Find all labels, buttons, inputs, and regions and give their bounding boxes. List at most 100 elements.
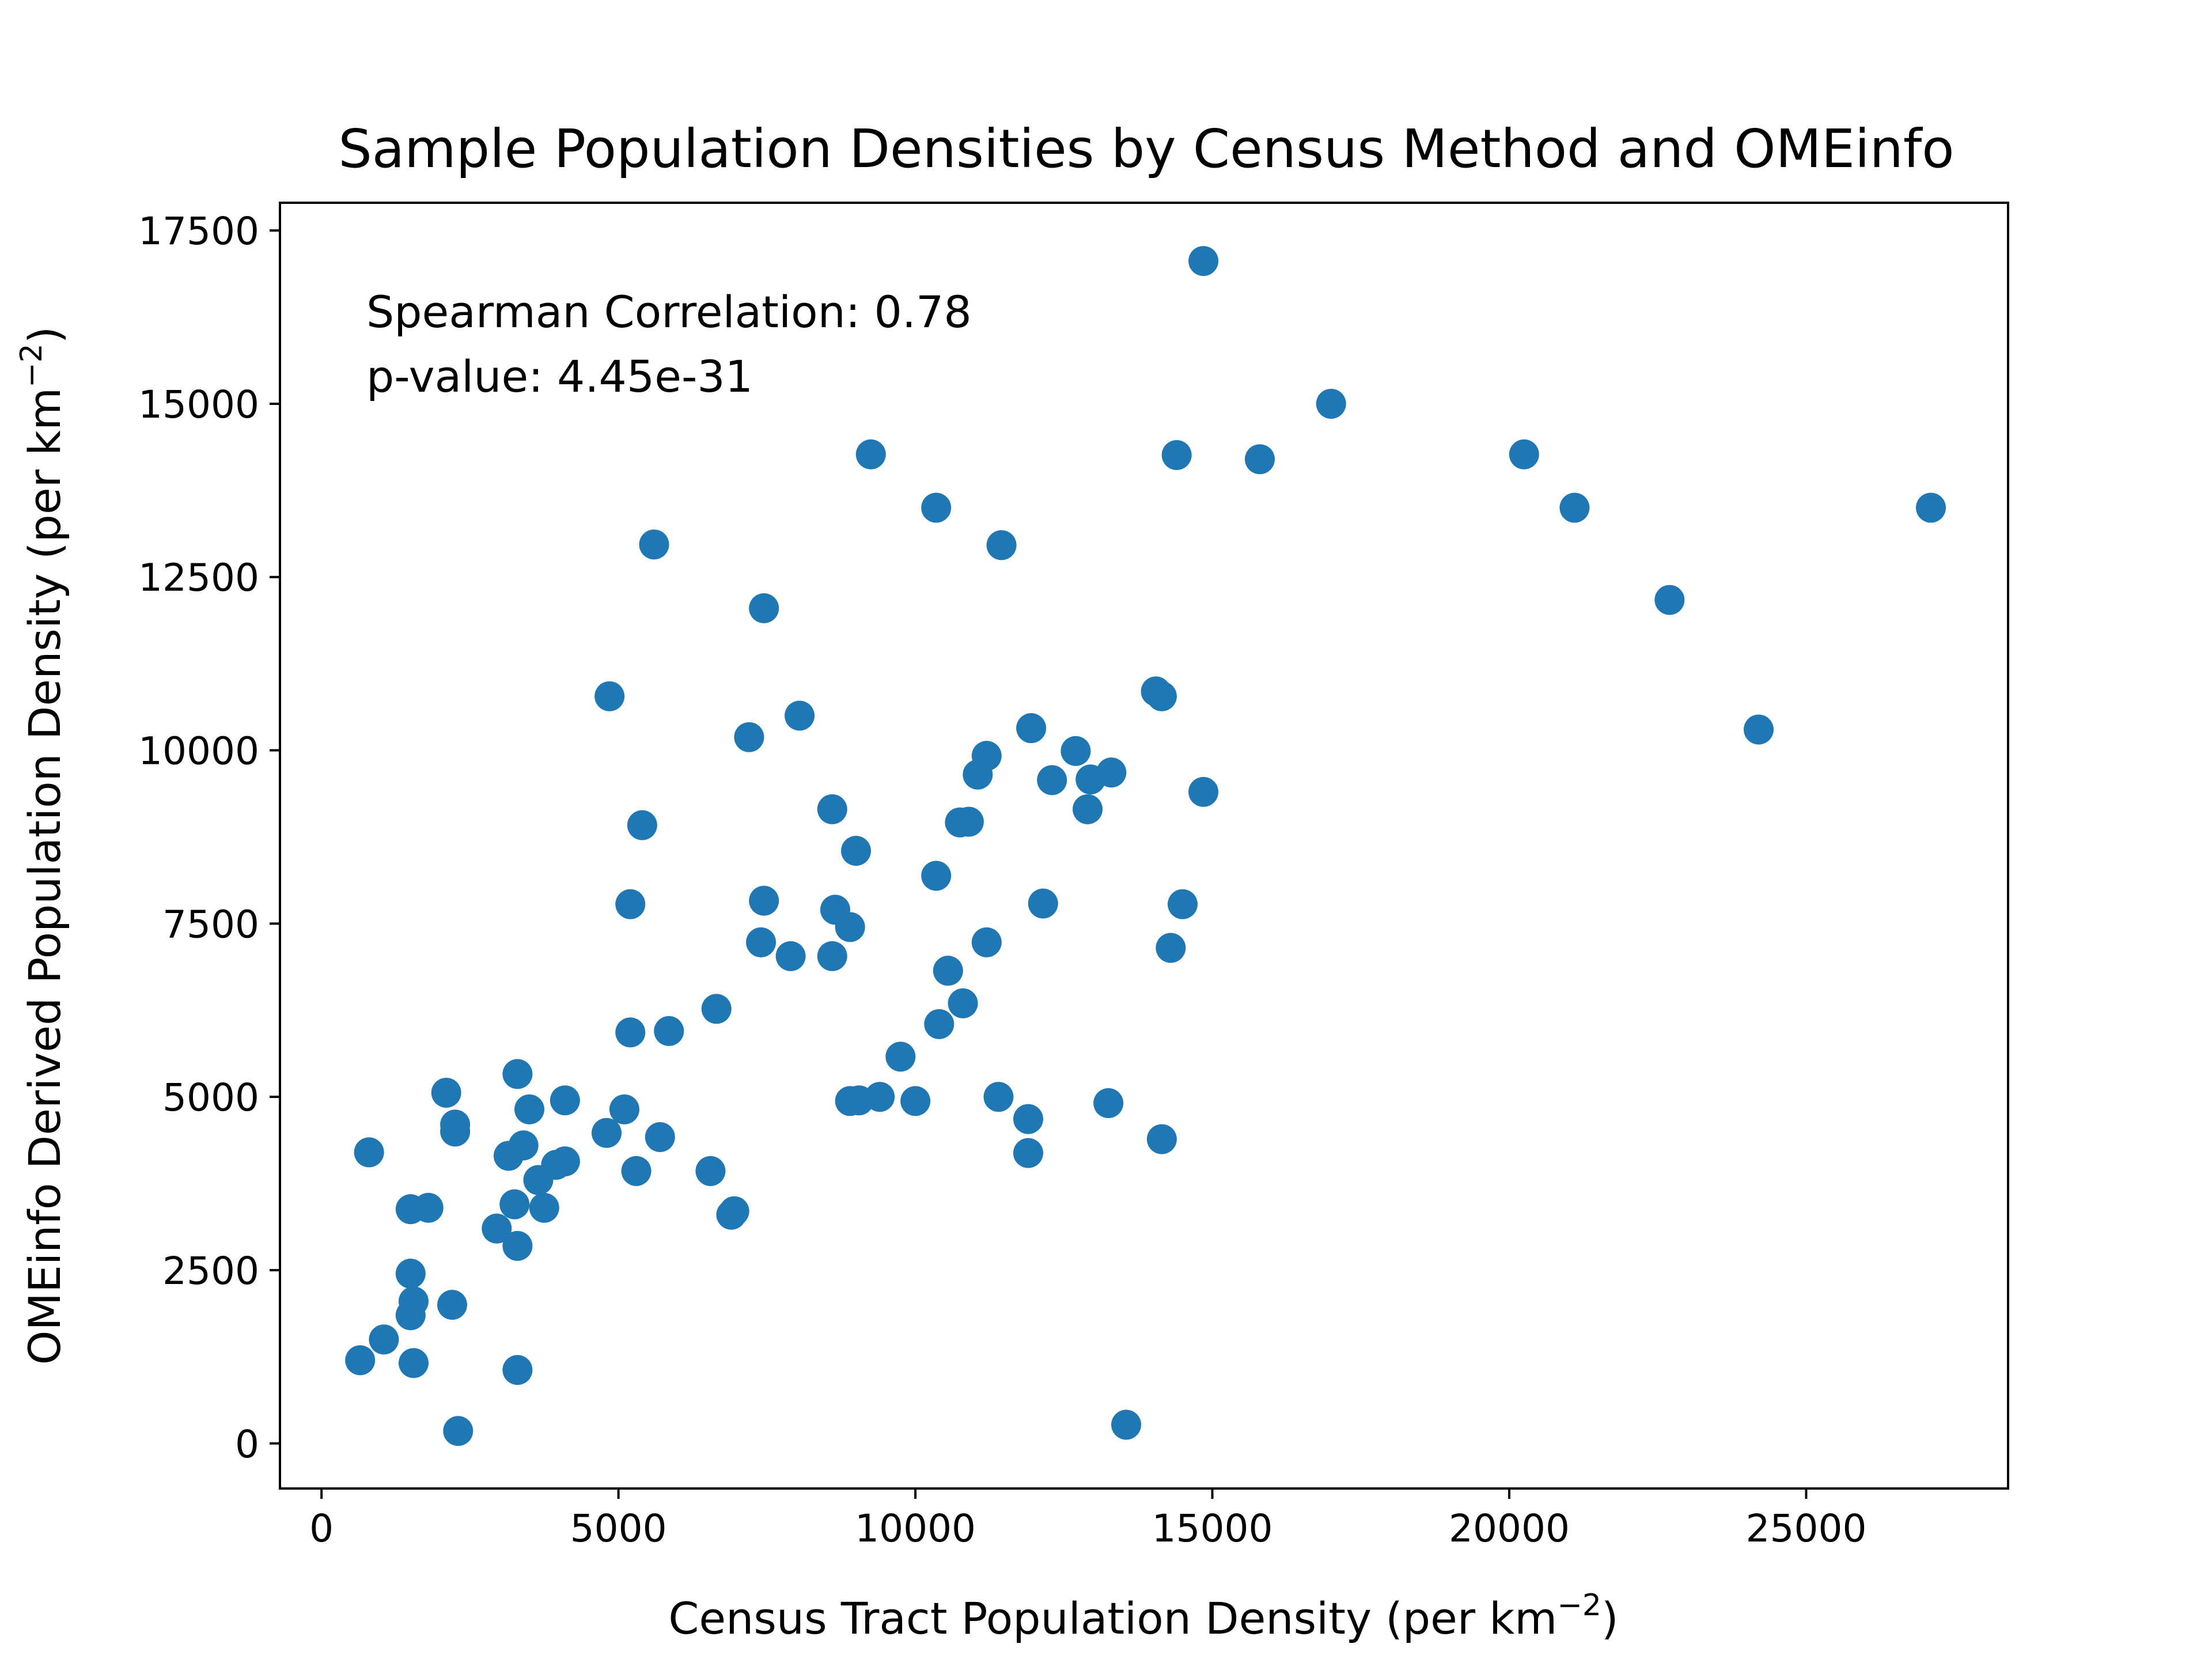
data-point-55 (865, 1082, 895, 1112)
y-tick-label: 17500 (138, 209, 259, 253)
data-point-8 (413, 1192, 444, 1223)
x-axis-label: Census Tract Population Density (per km−… (668, 1588, 1618, 1644)
p-value-annotation: p-value: 4.45e-31 (366, 351, 753, 402)
data-point-17 (502, 1059, 533, 1089)
x-tick-label: 25000 (1746, 1506, 1867, 1551)
x-tick-label: 0 (309, 1506, 334, 1551)
data-point-88 (1188, 777, 1219, 807)
data-point-59 (921, 861, 952, 891)
y-tick-label: 10000 (138, 729, 259, 774)
y-tick-label: 12500 (138, 556, 259, 600)
data-point-64 (953, 806, 984, 837)
data-point-29 (609, 1094, 639, 1124)
data-point-9 (431, 1077, 461, 1108)
data-point-40 (719, 1196, 749, 1226)
data-point-91 (1509, 439, 1539, 469)
data-point-27 (592, 1118, 622, 1148)
data-point-60 (924, 1009, 955, 1039)
data-point-13 (443, 1416, 474, 1446)
data-point-52 (841, 836, 871, 866)
chart-title: Sample Population Densities by Census Me… (338, 118, 1954, 180)
data-point-72 (1016, 713, 1047, 744)
data-point-70 (1013, 1104, 1043, 1134)
x-tick-label: 5000 (570, 1506, 667, 1551)
data-point-21 (514, 1094, 544, 1124)
data-point-63 (948, 988, 978, 1018)
data-point-31 (615, 1017, 646, 1048)
data-point-26 (550, 1085, 580, 1116)
data-point-38 (701, 994, 732, 1024)
data-point-87 (1188, 246, 1219, 276)
y-tick-label: 7500 (162, 902, 259, 946)
x-tick-label: 10000 (855, 1506, 976, 1551)
data-point-2 (369, 1324, 399, 1355)
data-point-35 (645, 1122, 675, 1152)
data-point-90 (1316, 388, 1346, 419)
data-point-54 (855, 439, 886, 469)
spearman-annotation: Spearman Correlation: 0.78 (366, 286, 972, 338)
data-point-46 (785, 700, 815, 731)
data-point-68 (983, 1082, 1014, 1112)
data-point-71 (1013, 1138, 1043, 1168)
y-tick-label: 15000 (138, 382, 259, 427)
data-point-93 (1654, 585, 1685, 615)
data-point-69 (986, 530, 1017, 560)
data-point-43 (749, 885, 779, 916)
data-point-73 (1028, 888, 1058, 919)
data-point-23 (529, 1192, 559, 1223)
data-point-18 (502, 1355, 533, 1385)
data-point-33 (627, 810, 657, 840)
data-point-16 (499, 1189, 530, 1219)
data-point-67 (971, 741, 1002, 771)
data-point-41 (734, 722, 764, 752)
data-point-58 (921, 493, 952, 523)
data-point-56 (885, 1041, 916, 1072)
data-point-12 (440, 1116, 471, 1147)
data-point-19 (502, 1230, 533, 1261)
data-point-82 (1146, 1124, 1177, 1154)
data-point-5 (395, 1258, 426, 1289)
data-point-85 (1161, 440, 1192, 470)
y-tick-label: 5000 (162, 1075, 259, 1120)
data-point-37 (695, 1156, 726, 1186)
data-point-25 (550, 1146, 580, 1177)
data-point-79 (1096, 757, 1127, 788)
data-point-95 (1915, 493, 1946, 523)
ticks-layer: 0 5000 10000 15000 20000 25000 0 2500 5000 7500 10… (138, 209, 1866, 1551)
data-point-34 (639, 529, 669, 560)
y-tick-label: 2500 (162, 1249, 259, 1293)
data-point-66 (971, 927, 1002, 957)
y-tick-label: 0 (235, 1422, 259, 1467)
data-point-61 (933, 956, 963, 986)
data-point-74 (1037, 765, 1067, 796)
x-tick-label: 15000 (1152, 1506, 1273, 1551)
data-point-30 (615, 889, 646, 919)
data-point-47 (817, 941, 847, 971)
data-point-78 (1093, 1088, 1124, 1119)
data-point-51 (835, 912, 865, 942)
data-point-83 (1146, 681, 1177, 711)
data-point-28 (594, 681, 625, 711)
data-point-86 (1168, 889, 1198, 919)
data-point-10 (437, 1290, 467, 1320)
data-point-92 (1559, 493, 1590, 523)
plot-area-frame (279, 202, 2009, 1490)
data-point-0 (345, 1345, 376, 1376)
data-point-57 (900, 1086, 931, 1116)
data-point-7 (398, 1286, 429, 1317)
data-point-1 (354, 1137, 384, 1168)
data-point-76 (1073, 794, 1103, 824)
data-point-48 (817, 794, 847, 824)
data-point-14 (482, 1213, 512, 1244)
data-point-36 (654, 1016, 684, 1046)
data-point-80 (1111, 1410, 1142, 1440)
data-point-45 (775, 941, 806, 971)
data-point-75 (1060, 736, 1091, 766)
data-point-32 (621, 1156, 652, 1186)
y-axis-label: OMEinfo Derived Population Density (per … (14, 327, 70, 1365)
points-layer (345, 246, 1946, 1446)
data-point-20 (508, 1130, 539, 1161)
data-point-42 (746, 927, 777, 957)
